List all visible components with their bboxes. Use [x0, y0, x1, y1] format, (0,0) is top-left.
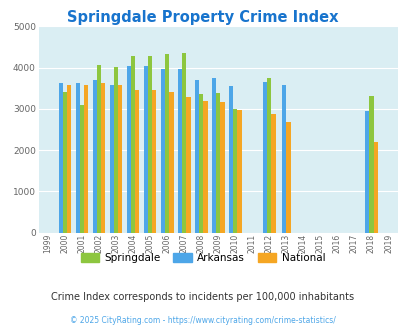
Text: Crime Index corresponds to incidents per 100,000 inhabitants: Crime Index corresponds to incidents per… — [51, 292, 354, 302]
Bar — [177, 69, 181, 233]
Bar — [147, 56, 152, 233]
Bar — [135, 89, 139, 233]
Bar — [164, 53, 169, 233]
Bar — [126, 66, 131, 233]
Bar — [266, 78, 271, 233]
Bar — [203, 101, 207, 233]
Bar — [194, 80, 198, 233]
Bar — [198, 94, 203, 233]
Bar — [181, 53, 186, 233]
Text: © 2025 CityRating.com - https://www.cityrating.com/crime-statistics/: © 2025 CityRating.com - https://www.city… — [70, 316, 335, 325]
Bar — [232, 109, 237, 233]
Bar — [131, 56, 135, 233]
Bar — [271, 114, 275, 233]
Bar — [58, 83, 63, 233]
Bar — [281, 84, 286, 233]
Bar — [369, 96, 373, 233]
Bar — [75, 83, 80, 233]
Bar — [220, 102, 224, 233]
Bar — [84, 85, 88, 233]
Legend: Springdale, Arkansas, National: Springdale, Arkansas, National — [76, 249, 329, 267]
Bar — [215, 93, 220, 233]
Bar — [152, 89, 156, 233]
Bar — [186, 97, 190, 233]
Text: Springdale Property Crime Index: Springdale Property Crime Index — [67, 10, 338, 25]
Bar — [92, 80, 97, 233]
Bar — [169, 92, 173, 233]
Bar — [109, 85, 114, 233]
Bar — [237, 110, 241, 233]
Bar — [262, 82, 266, 233]
Bar — [63, 92, 67, 233]
Bar — [286, 122, 290, 233]
Bar — [373, 142, 377, 233]
Bar — [80, 105, 84, 233]
Bar — [364, 111, 369, 233]
Bar — [160, 69, 164, 233]
Bar — [118, 84, 122, 233]
Bar — [211, 78, 215, 233]
Bar — [101, 83, 105, 233]
Bar — [114, 67, 118, 233]
Bar — [97, 65, 101, 233]
Bar — [143, 66, 147, 233]
Bar — [67, 85, 71, 233]
Bar — [228, 86, 232, 233]
